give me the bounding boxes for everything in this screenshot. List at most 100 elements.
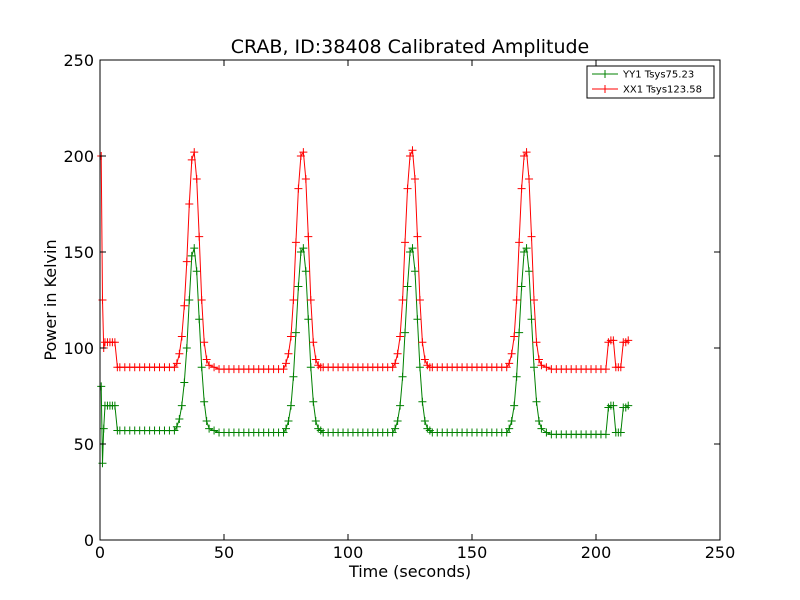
plot-frame — [99, 59, 721, 541]
data-point — [299, 148, 308, 157]
data-point — [301, 267, 310, 276]
legend: YY1 Tsys75.23 XX1 Tsys123.58 — [586, 65, 715, 99]
data-point — [420, 355, 429, 364]
series-0 — [97, 244, 633, 468]
data-point — [175, 349, 184, 358]
data-point — [537, 424, 546, 433]
data-point — [512, 372, 521, 381]
series-1 — [97, 146, 633, 374]
data-point — [299, 244, 308, 253]
data-point — [401, 238, 410, 247]
data-point — [282, 424, 290, 433]
data-point — [185, 296, 194, 304]
data-point — [505, 359, 514, 368]
data-point — [177, 401, 186, 410]
data-point — [205, 361, 214, 370]
data-point — [306, 296, 315, 304]
data-point — [406, 152, 414, 160]
data-point — [403, 282, 412, 291]
series-layer — [97, 146, 633, 468]
x-axis: 0 50 100 150 200 250 — [95, 60, 735, 562]
data-point — [418, 397, 427, 406]
data-point — [309, 397, 318, 406]
x-tick-label: 250 — [705, 543, 736, 562]
legend-label: YY1 Tsys75.23 — [622, 70, 694, 81]
data-point — [534, 416, 543, 425]
data-point — [393, 416, 402, 425]
data-point — [291, 238, 300, 247]
legend-swatch-marker — [601, 85, 609, 93]
data-point — [601, 430, 610, 439]
legend-swatch-marker — [601, 70, 609, 78]
data-point — [190, 244, 199, 253]
data-point — [396, 401, 405, 410]
data-point — [97, 382, 106, 391]
data-point — [294, 282, 303, 291]
data-point — [537, 361, 546, 370]
data-point — [304, 232, 313, 241]
data-point — [624, 336, 633, 345]
data-point — [542, 363, 551, 372]
data-point — [510, 332, 519, 341]
data-point — [110, 338, 119, 347]
data-point — [99, 424, 108, 433]
data-point — [205, 424, 214, 433]
chart-title: CRAB, ID:38408 Calibrated Amplitude — [231, 36, 590, 58]
legend-box — [586, 65, 715, 99]
data-point — [202, 355, 211, 364]
y-tick-label: 0 — [84, 531, 94, 550]
data-point — [522, 148, 531, 157]
data-point — [210, 426, 219, 435]
data-point — [624, 401, 633, 410]
data-point — [282, 359, 290, 368]
data-point — [527, 315, 536, 324]
data-point — [200, 338, 209, 347]
data-point — [401, 328, 410, 337]
y-axis-label: Power in Kelvin — [41, 239, 60, 360]
data-point — [542, 428, 551, 437]
x-tick-label: 150 — [457, 543, 488, 562]
data-point — [195, 315, 204, 324]
data-point — [396, 332, 405, 341]
data-point — [301, 175, 310, 184]
data-point — [192, 267, 201, 276]
data-point — [190, 148, 199, 157]
data-point — [616, 428, 625, 437]
legend-label: XX1 Tsys123.58 — [623, 85, 702, 96]
data-point — [505, 424, 514, 433]
data-point — [525, 267, 534, 276]
y-tick-label: 100 — [63, 339, 94, 358]
data-point — [616, 363, 625, 372]
data-point — [304, 315, 313, 324]
data-point — [284, 416, 293, 425]
data-point — [418, 338, 427, 347]
data-point — [527, 232, 536, 241]
data-point — [311, 355, 320, 364]
data-point — [286, 401, 295, 410]
data-point — [415, 363, 424, 372]
data-point — [187, 251, 196, 260]
data-point — [403, 184, 412, 193]
data-point — [413, 232, 422, 241]
data-point — [410, 267, 419, 276]
data-point — [311, 416, 320, 425]
data-point — [413, 315, 422, 324]
x-tick-label: 0 — [95, 543, 105, 562]
data-point — [415, 296, 424, 304]
data-point — [306, 363, 315, 372]
data-point — [309, 338, 318, 347]
y-tick-label: 150 — [63, 243, 94, 262]
data-point — [398, 296, 407, 304]
data-point — [187, 155, 196, 164]
data-point — [408, 244, 417, 253]
data-point — [180, 378, 189, 387]
data-point — [507, 349, 516, 358]
data-point — [393, 349, 402, 358]
data-point — [601, 365, 610, 374]
data-point — [420, 416, 429, 425]
data-point — [291, 328, 300, 337]
data-point — [195, 232, 204, 241]
data-point — [532, 338, 541, 347]
data-point — [172, 422, 181, 431]
